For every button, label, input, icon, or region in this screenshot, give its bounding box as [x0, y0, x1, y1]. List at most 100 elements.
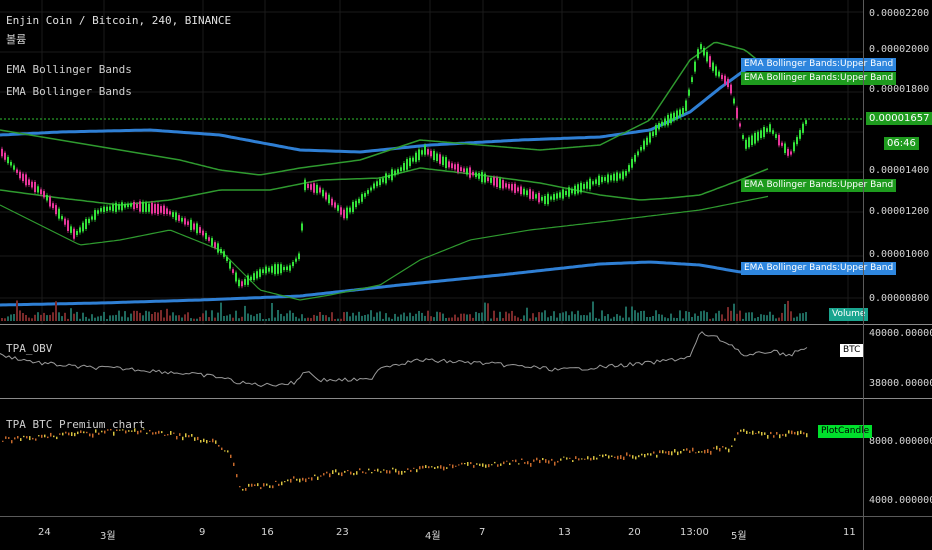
- premium-candle: [41, 434, 43, 438]
- volume-bar: [202, 313, 204, 321]
- volume-bar: [529, 318, 531, 321]
- candle-body: [559, 192, 561, 198]
- premium-pane[interactable]: TPA BTC Premium chart 8000.00000000 4000…: [0, 399, 932, 516]
- volume-bar: [43, 312, 45, 321]
- premium-candle: [83, 431, 85, 434]
- candle-body: [748, 137, 750, 148]
- candle-body: [184, 218, 186, 225]
- premium-candle: [461, 462, 463, 465]
- volume-bar: [322, 314, 324, 321]
- volume-bar: [334, 319, 336, 321]
- volume-bar: [46, 315, 48, 321]
- premium-candle: [407, 468, 409, 470]
- volume-bar: [199, 316, 201, 321]
- premium-candle: [239, 486, 241, 488]
- candle-body: [322, 189, 324, 197]
- candle-body: [595, 179, 597, 184]
- candle-body: [187, 221, 189, 225]
- candle-body: [445, 157, 447, 168]
- volume-bar: [481, 312, 483, 321]
- volume-bar: [685, 311, 687, 321]
- volume-bar: [28, 317, 30, 321]
- volume-bar: [742, 318, 744, 321]
- candle-body: [502, 180, 504, 189]
- premium-candle: [734, 438, 736, 441]
- candle-body: [532, 191, 534, 199]
- candle-body: [670, 113, 672, 124]
- premium-candle: [290, 478, 292, 483]
- candle-body: [58, 208, 60, 219]
- candle-body: [124, 204, 126, 208]
- volume-bar: [205, 310, 207, 321]
- obv-chart[interactable]: [0, 325, 932, 398]
- candle-body: [682, 108, 684, 115]
- volume-bar: [91, 314, 93, 321]
- premium-candle: [797, 431, 799, 436]
- volume-bar: [451, 317, 453, 321]
- candle-body: [208, 237, 210, 241]
- time-tick-9: 20: [628, 527, 641, 538]
- obv-tick-1: 40000.00000000: [869, 328, 932, 339]
- candle-body: [436, 153, 438, 161]
- candle-body: [421, 150, 423, 155]
- candle-body: [289, 265, 291, 271]
- volume-bar: [385, 313, 387, 321]
- premium-candle: [389, 470, 391, 474]
- volume-bar: [472, 317, 474, 321]
- volume-bar: [739, 310, 741, 321]
- volume-bar: [442, 313, 444, 321]
- candle-body: [685, 100, 687, 111]
- premium-candle: [68, 432, 70, 436]
- candle-body: [718, 71, 720, 77]
- volume-bar: [484, 302, 486, 321]
- candle-body: [391, 169, 393, 181]
- candle-body: [667, 114, 669, 126]
- premium-candle: [722, 446, 724, 448]
- volume-bar: [487, 303, 489, 321]
- premium-candle: [149, 430, 151, 432]
- premium-candle: [545, 459, 547, 463]
- premium-candle: [773, 435, 775, 438]
- volume-bar: [247, 313, 249, 321]
- price-chart[interactable]: [0, 0, 932, 324]
- indicator-label-2: EMA Bollinger Bands: [6, 85, 132, 98]
- pane-divider-2[interactable]: [0, 398, 932, 399]
- premium-candle: [272, 485, 274, 489]
- candle-body: [22, 173, 24, 182]
- candle-body: [82, 222, 84, 232]
- premium-chart[interactable]: [0, 399, 932, 516]
- volume-bar: [154, 312, 156, 321]
- premium-candle: [197, 436, 199, 441]
- obv-pane[interactable]: TPA_OBV 40000.00000000 38000.00000000 BT…: [0, 325, 932, 398]
- premium-candle: [758, 431, 760, 434]
- volume-bar: [706, 312, 708, 321]
- premium-candle: [200, 440, 202, 443]
- candle-body: [805, 120, 807, 125]
- indicator-label-1: EMA Bollinger Bands: [6, 63, 132, 76]
- volume-bar: [256, 313, 258, 321]
- main-chart-pane[interactable]: Enjin Coin / Bitcoin, 240, BINANCE 볼륨 EM…: [0, 0, 932, 324]
- premium-candle: [554, 461, 556, 466]
- candle-body: [202, 230, 204, 236]
- premium-candle: [47, 436, 49, 439]
- premium-candle: [611, 455, 613, 457]
- candle-body: [658, 123, 660, 130]
- premium-candle: [683, 449, 685, 451]
- volume-bar: [628, 317, 630, 321]
- premium-candle: [539, 459, 541, 464]
- volume-bar: [544, 310, 546, 321]
- bar-countdown-tag: 06:46: [884, 137, 919, 150]
- candle-body: [427, 149, 429, 155]
- volume-bar: [142, 315, 144, 321]
- candle-body: [643, 140, 645, 150]
- volume-bar: [667, 318, 669, 321]
- pane-divider-1[interactable]: [0, 324, 932, 325]
- premium-candle: [392, 467, 394, 470]
- candle-body: [550, 196, 552, 200]
- premium-candle: [374, 469, 376, 471]
- premium-candle: [182, 436, 184, 441]
- volume-bar: [175, 315, 177, 321]
- volume-bar: [133, 310, 135, 321]
- volume-bar: [787, 300, 789, 321]
- volume-bar: [748, 312, 750, 321]
